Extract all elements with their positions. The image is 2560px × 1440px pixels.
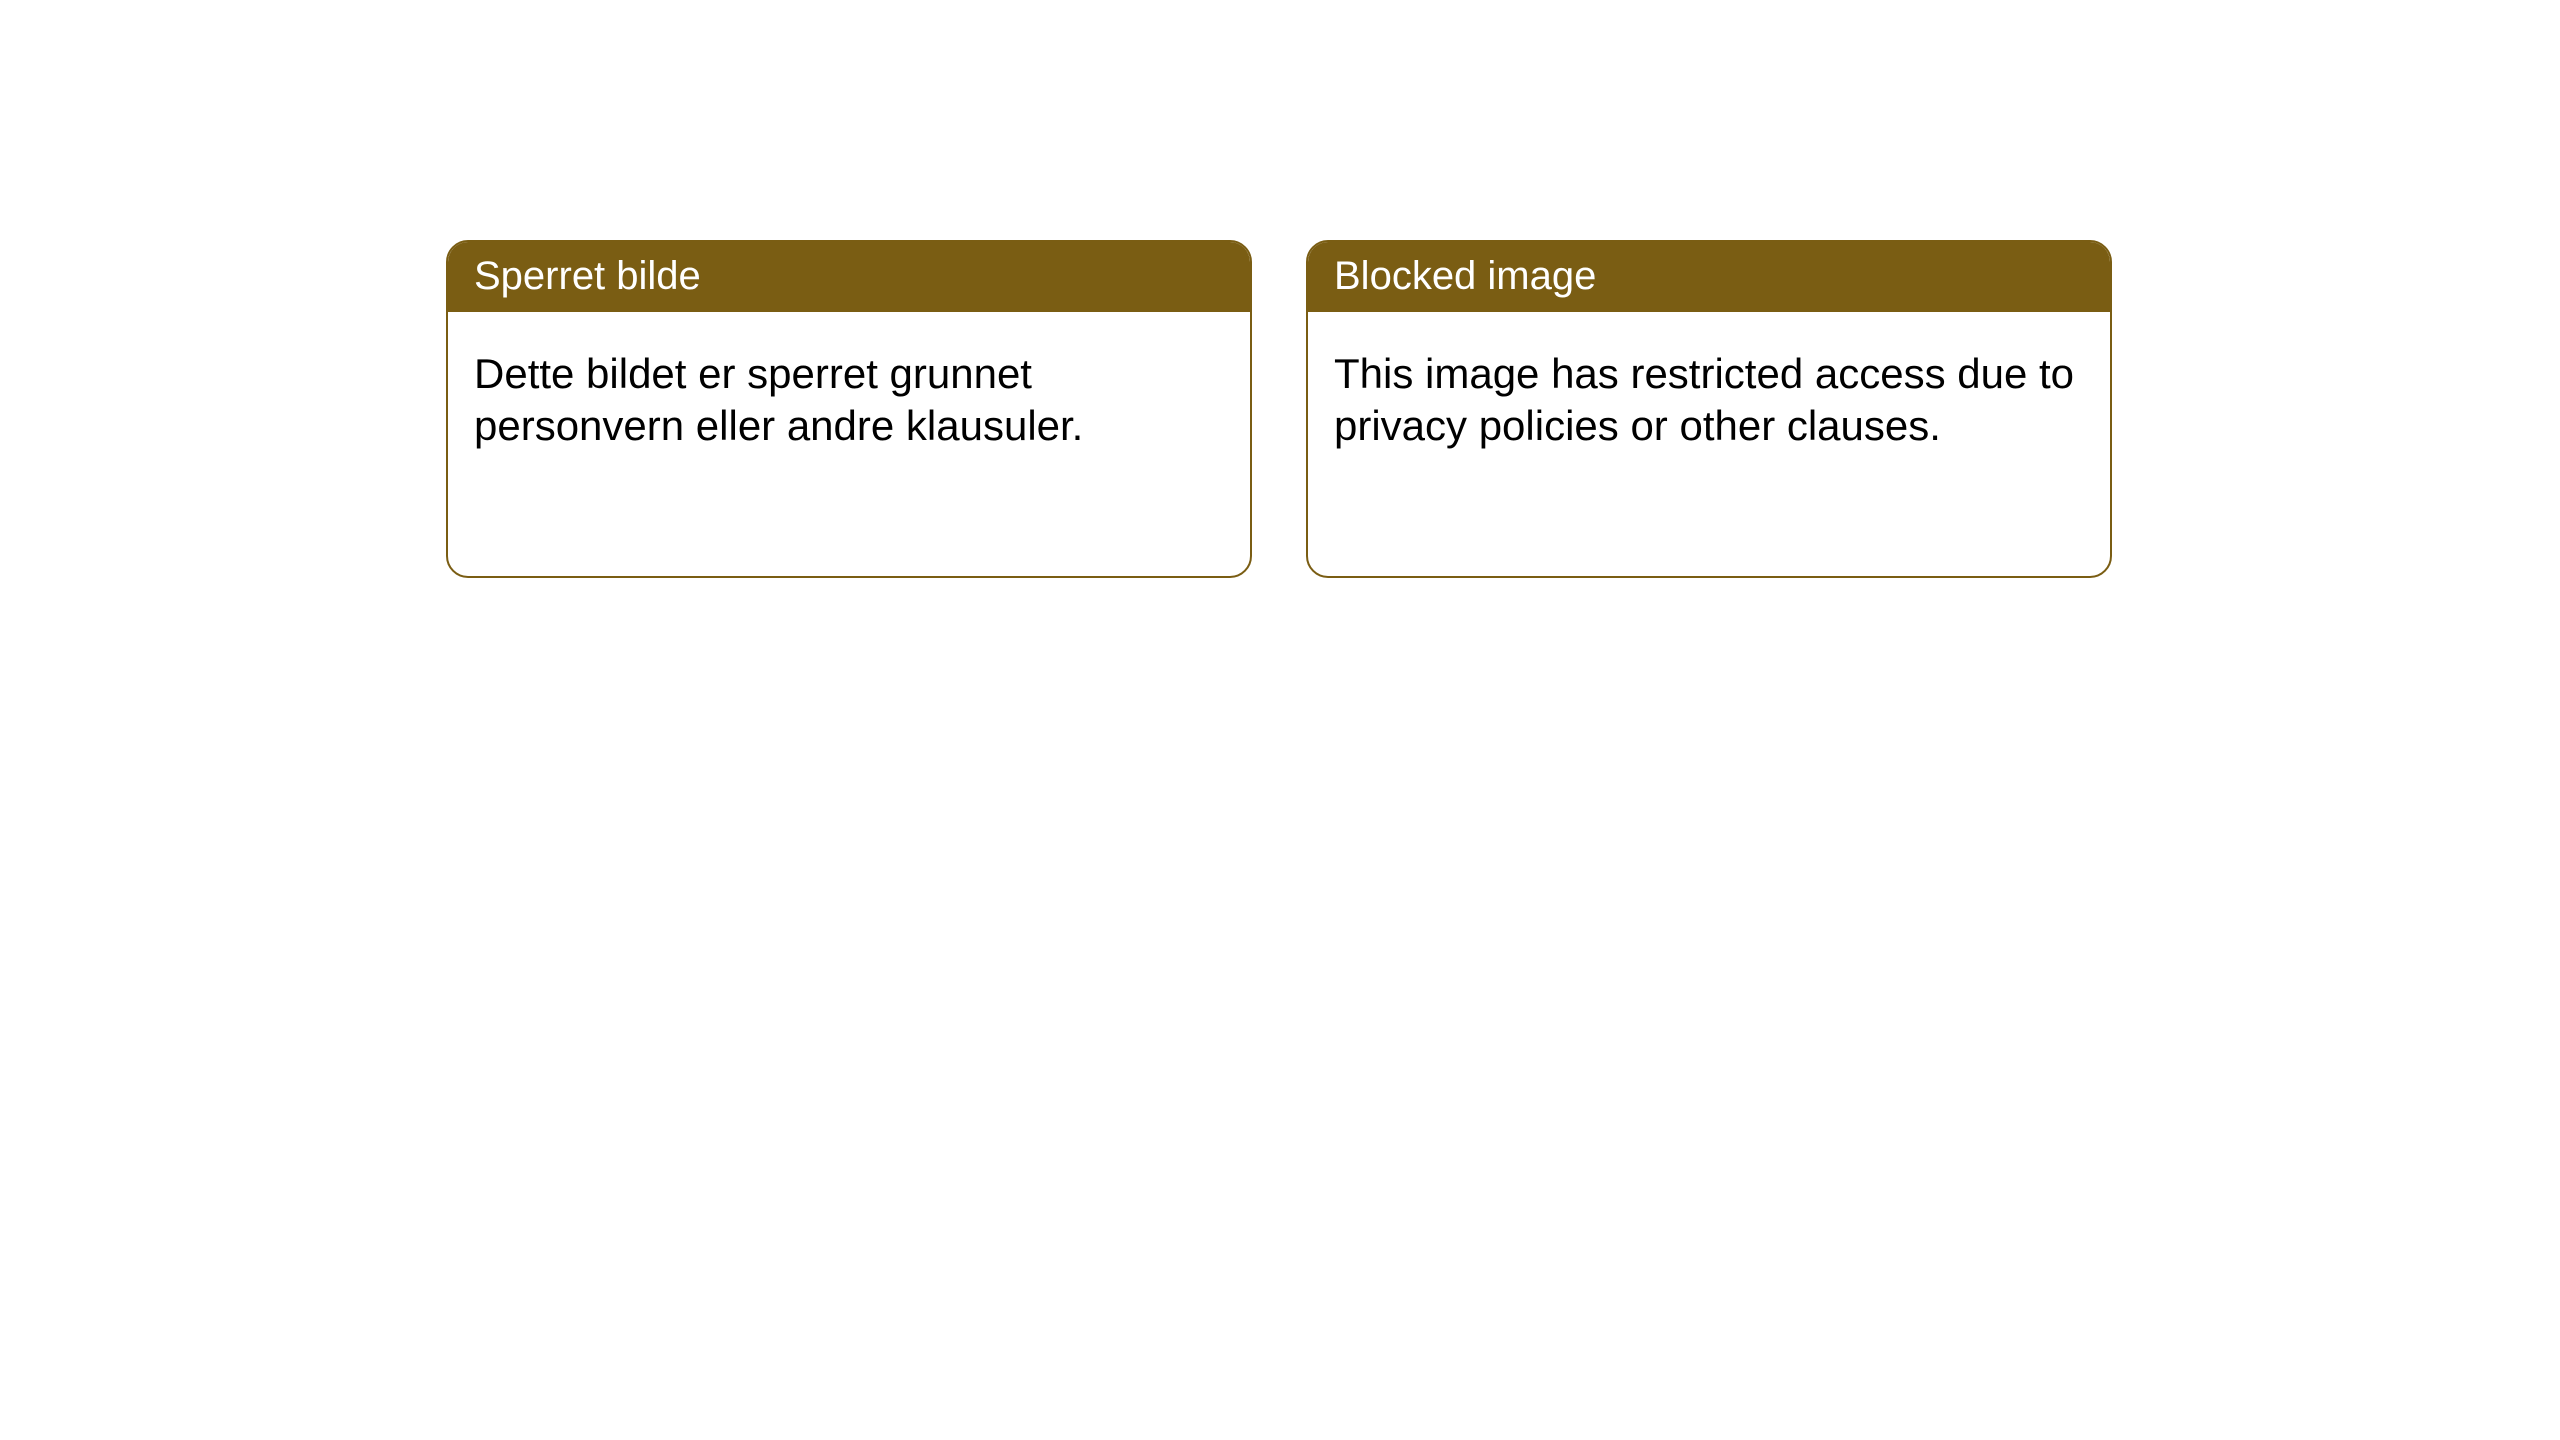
notice-body: Dette bildet er sperret grunnet personve… bbox=[448, 312, 1250, 488]
notice-body: This image has restricted access due to … bbox=[1308, 312, 2110, 488]
notice-card-english: Blocked image This image has restricted … bbox=[1306, 240, 2112, 578]
notice-card-norwegian: Sperret bilde Dette bildet er sperret gr… bbox=[446, 240, 1252, 578]
notice-header: Blocked image bbox=[1308, 242, 2110, 312]
notice-header: Sperret bilde bbox=[448, 242, 1250, 312]
notice-container: Sperret bilde Dette bildet er sperret gr… bbox=[0, 0, 2560, 578]
